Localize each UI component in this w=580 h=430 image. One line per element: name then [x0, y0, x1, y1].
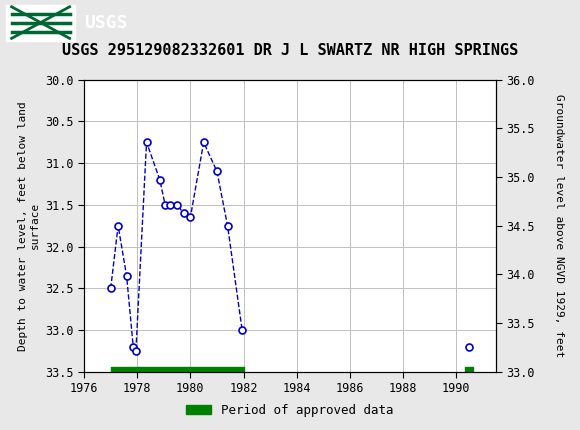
Text: USGS: USGS	[84, 14, 128, 31]
Legend: Period of approved data: Period of approved data	[181, 399, 399, 421]
Y-axis label: Depth to water level, feet below land
surface: Depth to water level, feet below land su…	[18, 101, 39, 350]
Text: USGS 295129082332601 DR J L SWARTZ NR HIGH SPRINGS: USGS 295129082332601 DR J L SWARTZ NR HI…	[62, 43, 518, 58]
Bar	[6, 4, 75, 41]
Y-axis label: Groundwater level above NGVD 1929, feet: Groundwater level above NGVD 1929, feet	[554, 94, 564, 357]
